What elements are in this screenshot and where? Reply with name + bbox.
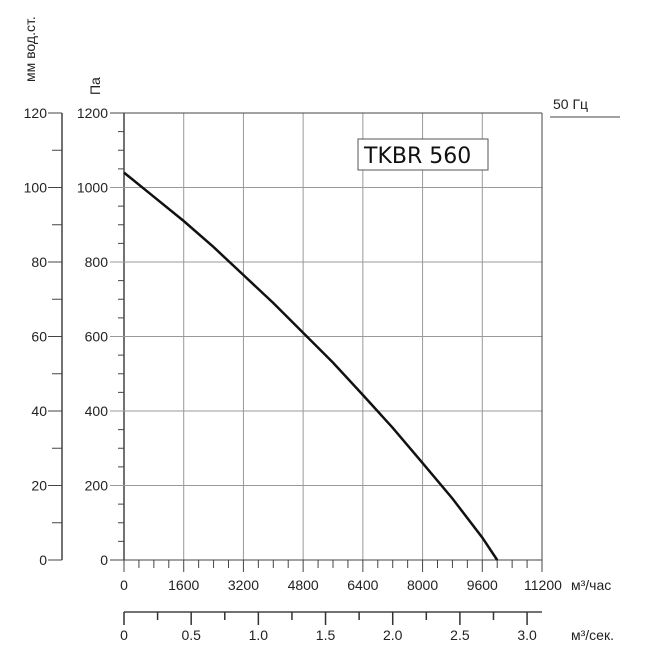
x-tick-label: 6400 (347, 577, 378, 593)
y2-axis-label: мм вод.ст. (22, 16, 38, 82)
y-axis-label: Па (87, 77, 103, 95)
x2-tick-label: 0.5 (181, 627, 201, 643)
x2-tick-label: 1.0 (249, 627, 269, 643)
x2-tick-label: 0 (120, 627, 128, 643)
performance-curve (123, 171, 499, 561)
x-tick-label: 9600 (467, 577, 498, 593)
y-tick-label: 200 (85, 478, 109, 494)
y-tick-label: 800 (85, 254, 109, 270)
y-tick-label: 600 (85, 329, 109, 345)
y2-tick-label: 0 (39, 552, 47, 568)
y2-tick-label: 80 (31, 254, 47, 270)
x2-axis-label: м³/сек. (571, 627, 614, 643)
y-tick-label: 0 (100, 552, 108, 568)
x2-tick-label: 1.5 (316, 627, 336, 643)
frequency-label: 50 Гц (553, 96, 588, 112)
y-tick-label: 1000 (77, 180, 108, 196)
x2-tick-label: 2.5 (450, 627, 470, 643)
x-axis-label: м³/час (571, 577, 611, 593)
title-box: TKBR 560 (357, 138, 489, 171)
x2-tick-label: 2.0 (383, 627, 403, 643)
chart-title: TKBR 560 (363, 144, 471, 169)
y-tick-label: 400 (85, 403, 109, 419)
y-tick-label: 1200 (77, 105, 108, 121)
y2-tick-label: 40 (31, 403, 47, 419)
y2-tick-label: 120 (24, 105, 48, 121)
y2-tick-label: 100 (24, 180, 48, 196)
x-tick-label: 11200 (524, 577, 562, 593)
x-tick-label: 4800 (288, 577, 319, 593)
x-tick-label: 8000 (407, 577, 438, 593)
y2-tick-label: 60 (31, 329, 47, 345)
y2-tick-label: 20 (31, 478, 47, 494)
x-tick-label: 0 (120, 577, 128, 593)
x-tick-label: 3200 (228, 577, 259, 593)
x2-tick-label: 3.0 (517, 627, 537, 643)
x-tick-label: 1600 (168, 577, 199, 593)
